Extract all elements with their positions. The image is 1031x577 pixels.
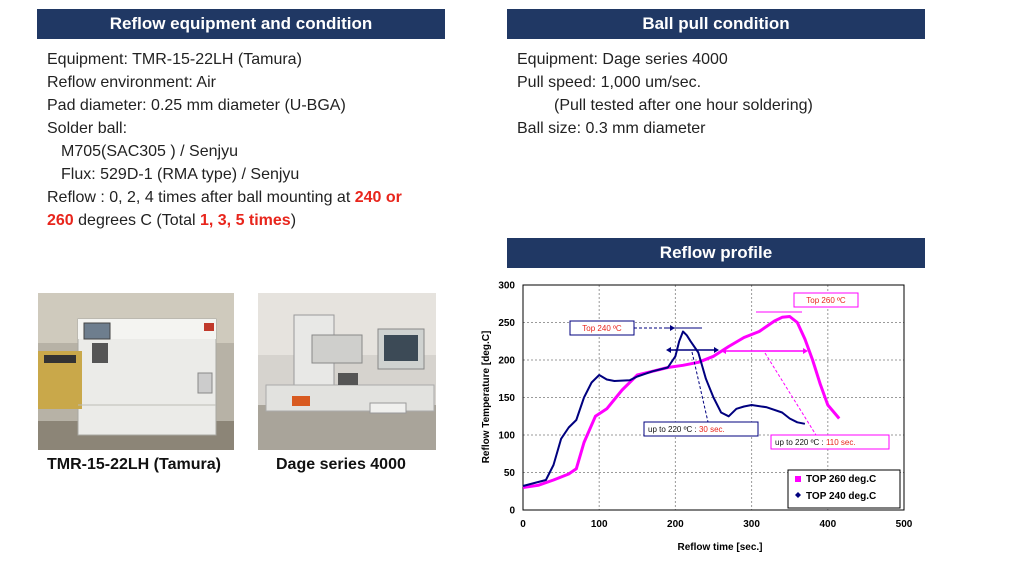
- x-tick-label: 400: [819, 519, 836, 530]
- reflow-oven-photo: [38, 293, 234, 450]
- span-110s-arrow-right: [803, 348, 808, 354]
- span-30s-label: up to 220 ºC : 30 sec.: [648, 425, 725, 434]
- reflow-text-b: degrees C (Total: [73, 212, 200, 229]
- solder-ball-line: Solder ball:: [47, 120, 128, 137]
- environment-line: Reflow environment: Air: [47, 74, 216, 91]
- pull-note-line: (Pull tested after one hour soldering): [554, 97, 813, 114]
- ball-pull-header: Ball pull condition: [507, 9, 925, 39]
- ball-pull-conditions: Equipment: Dage series 4000 Pull speed: …: [517, 48, 813, 140]
- span-110s-label-b: 110 sec.: [826, 438, 856, 447]
- span-110s-arrow-left: [721, 348, 726, 354]
- y-axis-title: Reflow Temperature [deg.C]: [481, 331, 492, 464]
- y-tick-label: 200: [498, 356, 515, 367]
- legend-marker-260: [795, 476, 801, 482]
- reflow-text-a: Reflow : 0, 2, 4 times after ball mounti…: [47, 189, 355, 206]
- flux-line: Flux: 529D-1 (RMA type) / Senjyu: [61, 166, 300, 183]
- span-110s-box: [770, 434, 890, 450]
- y-tick-label: 300: [498, 281, 515, 292]
- reflow-profile-chart: 0 100 200 300 400 500 0 50 100 150 200 250 300 Reflo…: [481, 281, 913, 554]
- span-30s-pointer: [691, 351, 709, 423]
- equipment-line: Equipment: TMR-15-22LH (Tamura): [47, 51, 302, 68]
- span-30s-arrow-right: [714, 347, 719, 353]
- y-tick-label: 100: [498, 431, 515, 442]
- dage-caption: Dage series 4000: [276, 456, 406, 473]
- legend-label-260: TOP 260 deg.C: [806, 474, 876, 485]
- y-tick-label: 150: [498, 393, 515, 404]
- y-tick-label: 50: [504, 468, 516, 479]
- pull-equipment-line: Equipment: Dage series 4000: [517, 51, 728, 68]
- reflow-temp-260: 260: [47, 212, 74, 229]
- legend-label-240: TOP 240 deg.C: [806, 491, 876, 502]
- reflow-line-2: 260 degrees C (Total 1, 3, 5 times): [47, 209, 402, 232]
- reflow-profile-header: Reflow profile: [507, 238, 925, 268]
- reflow-total-times: 1, 3, 5 times: [199, 212, 291, 229]
- pull-speed-line: Pull speed: 1,000 um/sec.: [517, 74, 702, 91]
- top240-label: Top 240 ºC: [582, 324, 622, 333]
- pad-line: Pad diameter: 0.25 mm diameter (U-BGA): [47, 97, 346, 114]
- span-110s-pointer: [764, 352, 817, 436]
- reflow-text-c: ): [290, 212, 297, 229]
- y-tick-label: 0: [509, 506, 515, 517]
- series-line-top260: [522, 315, 841, 489]
- span-30s-box: [643, 421, 759, 437]
- x-tick-label: 0: [520, 519, 526, 530]
- y-tick-label: 250: [498, 318, 515, 329]
- span-110s-label: up to 220 ºC : 110 sec.: [775, 438, 856, 447]
- series-line-top240: [522, 330, 806, 487]
- span-110s-label-a: up to 220 ºC :: [775, 438, 826, 447]
- oven-caption: TMR-15-22LH (Tamura): [47, 456, 221, 473]
- top260-box: [793, 292, 859, 308]
- x-tick-label: 100: [591, 519, 608, 530]
- reflow-line-1: Reflow : 0, 2, 4 times after ball mounti…: [47, 186, 402, 209]
- span-30s-label-a: up to 220 ºC :: [648, 425, 699, 434]
- solder-ball-type-line: M705(SAC305 ) / Senjyu: [61, 143, 238, 160]
- reflow-temp-240: 240 or: [354, 189, 402, 206]
- x-tick-label: 200: [667, 519, 684, 530]
- span-30s-label-b: 30 sec.: [699, 425, 725, 434]
- dage-tester-photo: [258, 293, 436, 450]
- equipment-header: Reflow equipment and condition: [37, 9, 445, 39]
- top260-label: Top 260 ºC: [806, 296, 846, 305]
- legend-box: [787, 469, 901, 509]
- equipment-conditions: Equipment: TMR-15-22LH (Tamura) Reflow e…: [47, 48, 402, 232]
- ball-size-line: Ball size: 0.3 mm diameter: [517, 120, 706, 137]
- legend-marker-240: [795, 492, 801, 498]
- chart-legend: TOP 260 deg.C TOP 240 deg.C: [787, 469, 901, 509]
- plot-area-frame: [522, 284, 905, 511]
- x-tick-label: 500: [896, 519, 913, 530]
- x-tick-label: 300: [743, 519, 760, 530]
- x-axis-title: Reflow time [sec.]: [677, 542, 762, 553]
- span-30s-arrow-left: [666, 347, 671, 353]
